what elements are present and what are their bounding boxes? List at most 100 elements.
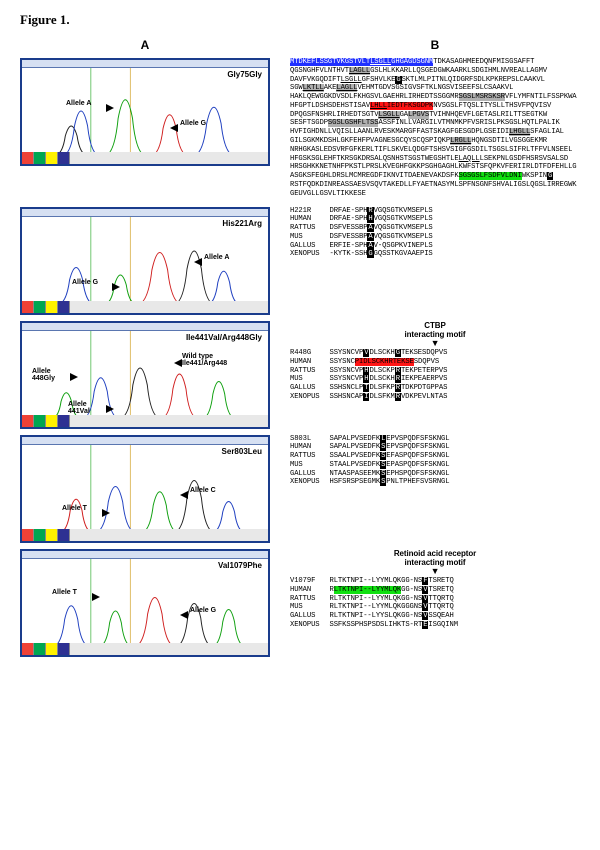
alignment-row: RATTUSRLTKTNPI--LYYMLQKGG-NSVTTQRTQ <box>290 595 458 604</box>
arrow-icon <box>106 104 114 112</box>
figure-row: Gly75GlyAllele AAllele GMTDKEFLSSGTVKGST… <box>20 58 580 201</box>
species-name: MUS <box>290 603 330 612</box>
sequence: -KYTK-SSHGGQSSTKGVAAEPIS <box>330 250 433 259</box>
figure-row: His221Arg Allele G Allele A H221RDRFAE-SPHR… <box>20 207 580 315</box>
alignment-row: GALLUSNTAASPASEEMKSEPHSPQDFSFSKNGL <box>290 470 449 479</box>
figure-row: Val1079PheAllele TAllele GRetinoid acid … <box>20 549 580 657</box>
allele-label: Allele C <box>190 487 216 494</box>
species-name: HUMAN <box>290 358 330 367</box>
variant-label: Val1079Phe <box>218 561 262 570</box>
arrow-icon <box>174 359 182 367</box>
alignment-row: H221RDRFAE-SPHRVGQSGTKVMSEPLS <box>290 207 433 216</box>
species-name: XENOPUS <box>290 621 330 630</box>
variant-label: His221Arg <box>222 219 262 228</box>
alignment-row: GALLUSSSHSNCLPTDLSFKPRTDKPDTGPPAS <box>290 384 447 393</box>
sequence: SSFKSSPHSPSDSLIHKTS-RTEISGQINM <box>330 621 458 630</box>
allele-label: Allele 441Val <box>68 401 90 415</box>
sequence: HSFSRSPSEGMKSPNLTPHEFSVSRNGL <box>330 478 450 487</box>
sequence: SSYSNCVPHDLSCKHRIEKPEAERPVS <box>330 375 448 384</box>
sequence: DRFAE-SPHRVGQSGTKVMSEPLS <box>330 207 433 216</box>
sequence: DRFAE-SPHHVGQSGTKVMSEPLS <box>330 215 433 224</box>
species-name: S803L <box>290 435 330 444</box>
variant-label: Gly75Gly <box>227 70 262 79</box>
chromatogram: Ile441Val/Arg448Gly Allele 448Gly Allele 4… <box>20 321 270 429</box>
alignment-row: GALLUSERFIE-SPHAV-QSGPKVINEPLS <box>290 242 433 251</box>
sequence: RLTKTNPI--LYYMLQKGG-NSVTTQRTQ <box>330 595 458 604</box>
sequence: NTAASPASEEMKSEPHSPQDFSFSKNGL <box>330 470 450 479</box>
sequence: RLTKTNPI--LYYSLQKGG-NSVSSQEAH <box>330 612 458 621</box>
species-name: RATTUS <box>290 367 330 376</box>
alignment-row: RATTUSSSYSNCVPHDLSCKPRTEKPETERPVS <box>290 367 447 376</box>
alignment-table: H221RDRFAE-SPHRVGQSGTKVMSEPLSHUMANDRFAE-… <box>290 207 433 260</box>
sequence: SAPALPVSEDFKSEPVSPQDFSFSKNGL <box>330 443 450 452</box>
panel-b: MTDKEFLSSGTVKGSTVLTLSGLLGHGAGDSGNMTDKASA… <box>290 58 580 201</box>
alignment-table: S803LSAPALPVSEDFKLEPVSPQDFSFSKNGLHUMANSA… <box>290 435 449 488</box>
allele-label: Allele T <box>52 589 77 596</box>
alignment-row: XENOPUSSSHSNCAPIDLSFKMRVDKPEVLNTAS <box>290 393 447 402</box>
sequence: SAPALPVSEDFKLEPVSPQDFSFSKNGL <box>330 435 450 444</box>
sequence: RLTKTNPI--LYYMLQKGGGNSVTTQRTQ <box>330 603 458 612</box>
panel-b: CTBPinteracting motif▼R448GSSYSNCVPVDLSC… <box>290 321 580 402</box>
sequence: RLTKTNPI--LYYMLQKGG-NSVTSRETQ <box>330 586 458 595</box>
alignment-row: GALLUSRLTKTNPI--LYYSLQKGG-NSVSSQEAH <box>290 612 458 621</box>
alignment-row: R448GSSYSNCVPVDLSCKHGTEKSESDQPVS <box>290 349 447 358</box>
alignment-row: V1079FRLTKTNPI--LYYMLQKGG-NSFTSRETQ <box>290 577 458 586</box>
arrow-icon <box>194 258 202 266</box>
species-name: GALLUS <box>290 242 330 251</box>
species-name: RATTUS <box>290 452 330 461</box>
alignment-row: XENOPUSSSFKSSPHSPSDSLIHKTS-RTEISGQINM <box>290 621 458 630</box>
sequence: DSFVESSBPAVQGSGTKVMSEPLS <box>330 233 433 242</box>
species-name: RATTUS <box>290 224 330 233</box>
figure-row: Ile441Val/Arg448Gly Allele 448Gly Allele 4… <box>20 321 580 429</box>
arrow-icon <box>92 593 100 601</box>
species-name: R448G <box>290 349 330 358</box>
species-name: GALLUS <box>290 470 330 479</box>
alignment-row: HUMANSSYSNCPIDLSCKHRTEKSESDQPVS <box>290 358 447 367</box>
figure-title: Figure 1. <box>20 12 580 28</box>
species-name: GALLUS <box>290 384 330 393</box>
sequence: RLTKTNPI--LYYMLQKGG-NSFTSRETQ <box>330 577 458 586</box>
panel-b: H221RDRFAE-SPHRVGQSGTKVMSEPLSHUMANDRFAE-… <box>290 207 580 260</box>
sequence: SSHSNCAPIDLSFKMRVDKPEVLNTAS <box>330 393 448 402</box>
alignment-row: XENOPUSHSFSRSPSEGMKSPNLTPHEFSVSRNGL <box>290 478 449 487</box>
alignment-row: MUSSSYSNCVPHDLSCKHRIEKPEAERPVS <box>290 375 447 384</box>
arrow-icon <box>180 491 188 499</box>
alignment-row: MUSDSFVESSBPAVQGSGTKVMSEPLS <box>290 233 433 242</box>
alignment-row: S803LSAPALPVSEDFKLEPVSPQDFSFSKNGL <box>290 435 449 444</box>
arrow-icon <box>170 124 178 132</box>
allele-label: Allele A <box>204 254 229 261</box>
col-b-header: B <box>290 38 580 52</box>
sequence: SSAALPVSEDFKSEFASPQDFSFSKNGL <box>330 452 450 461</box>
chromatogram: Gly75GlyAllele AAllele G <box>20 58 270 166</box>
sequence: STAALPVSEDFKSEPASPQDFSFSKNGL <box>330 461 450 470</box>
allele-label: Allele G <box>72 279 98 286</box>
alignment-row: RATTUSDSFVESSBPAVQGSGTKVMSEPLS <box>290 224 433 233</box>
sequence: SSYSNCPIDLSCKHRTEKSESDQPVS <box>330 358 448 367</box>
allele-label: Allele 448Gly <box>32 368 55 382</box>
species-name: XENOPUS <box>290 393 330 402</box>
sequence: SSYSNCVPHDLSCKPRTEKPETERPVS <box>330 367 448 376</box>
variant-label: Ile441Val/Arg448Gly <box>186 333 262 342</box>
alignment-row: XENOPUS-KYTK-SSHGGQSSTKGVAAEPIS <box>290 250 433 259</box>
sequence: SSHSNCLPTDLSFKPRTDKPDTGPPAS <box>330 384 448 393</box>
alignment-row: MUSRLTKTNPI--LYYMLQKGGGNSVTTQRTQ <box>290 603 458 612</box>
species-name: XENOPUS <box>290 250 330 259</box>
chromatogram: Val1079PheAllele TAllele G <box>20 549 270 657</box>
species-name: V1079F <box>290 577 330 586</box>
arrow-icon <box>106 405 114 413</box>
col-a-header: A <box>20 38 270 52</box>
arrow-icon <box>112 283 120 291</box>
alignment-title: Retinoid acid receptorinteracting motif▼ <box>290 549 580 577</box>
sequence: DSFVESSBPAVQGSGTKVMSEPLS <box>330 224 433 233</box>
species-name: GALLUS <box>290 612 330 621</box>
allele-label: Wild type Ile441/Arg448 <box>182 353 227 367</box>
chromatogram: His221Arg Allele G Allele A <box>20 207 270 315</box>
species-name: RATTUS <box>290 595 330 604</box>
rows-container: Gly75GlyAllele AAllele GMTDKEFLSSGTVKGST… <box>20 58 580 657</box>
species-name: MUS <box>290 233 330 242</box>
species-name: XENOPUS <box>290 478 330 487</box>
allele-label: Allele G <box>180 120 206 127</box>
panel-b: S803LSAPALPVSEDFKLEPVSPQDFSFSKNGLHUMANSA… <box>290 435 580 488</box>
species-name: H221R <box>290 207 330 216</box>
sequence: ERFIE-SPHAV-QSGPKVINEPLS <box>330 242 433 251</box>
